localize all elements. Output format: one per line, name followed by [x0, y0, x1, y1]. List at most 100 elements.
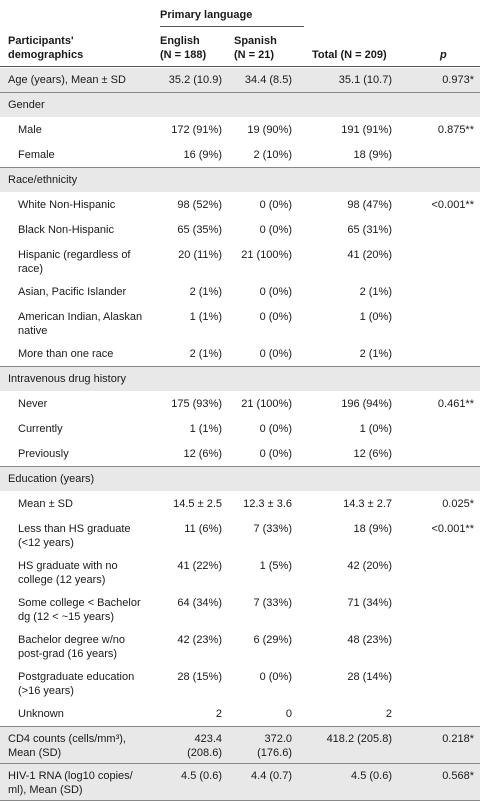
row-label-line: dg (12 < ~15 years): [18, 611, 115, 623]
row-label: Age (years), Mean ± SD: [8, 73, 156, 87]
table-row: CD4 counts (cells/mm³), Mean (SD) 423.4 (2…: [0, 727, 480, 763]
english-value: 1 (1%): [189, 423, 222, 435]
row-label: CD4 counts (cells/mm³), Mean (SD): [8, 732, 156, 760]
english-value: 11 (6%): [184, 523, 222, 535]
total-value: 48 (23%): [347, 634, 392, 646]
spanish-value: 21 (100%): [241, 398, 292, 410]
header-p: p: [440, 49, 447, 61]
group-header-rule: [160, 26, 304, 27]
row-divider: [0, 167, 480, 168]
total-value: 98 (47%): [347, 199, 392, 211]
total-value: 42 (20%): [347, 560, 392, 572]
row-label: Education (years): [8, 472, 156, 486]
header-english: English (N = 188): [160, 34, 206, 62]
row-label: More than one race: [18, 347, 156, 361]
english-value: 41 (22%): [177, 560, 222, 572]
row-label-line: (>16 years): [18, 685, 74, 697]
p-value: 0.973*: [442, 74, 474, 86]
row-label-line: More than one race: [18, 348, 114, 360]
row-label-line: Unknown: [18, 708, 64, 720]
total-value: 2: [385, 708, 392, 720]
total-value: 418.2 (205.8): [326, 733, 392, 745]
total-value: 2 (1%): [359, 286, 392, 298]
table-row: Previously 12 (6%) 0 (0%) 12 (6%): [0, 442, 480, 466]
spanish-value: 0 (0%): [259, 448, 292, 460]
row-label-line: Asian, Pacific Islander: [18, 286, 127, 298]
row-label: Some college < Bachelor dg (12 < ~15 year…: [18, 596, 156, 624]
row-label-line: Some college < Bachelor: [18, 597, 141, 609]
row-label-line: White Non-Hispanic: [18, 199, 116, 211]
row-label-line: race): [18, 263, 44, 275]
total-value: 18 (9%): [353, 523, 392, 535]
total-value: 35.1 (10.7): [338, 74, 392, 86]
table-row: Less than HS graduate (<12 years) 11 (6%) 7…: [0, 517, 480, 553]
spanish-value: 7 (33%): [253, 597, 292, 609]
total-value: 18 (9%): [353, 149, 392, 161]
row-label: Race/ethnicity: [8, 173, 156, 187]
table-row: American Indian, Alaskan native 1 (1%) 0 (0…: [0, 305, 480, 341]
table-row: HS graduate with no college (12 years) 41 …: [0, 554, 480, 590]
row-divider: [0, 466, 480, 467]
spanish-value: 4.4 (0.7): [251, 770, 292, 782]
row-label-line: native: [18, 325, 48, 337]
row-label: Bachelor degree w/no post-grad (16 years): [18, 633, 156, 661]
row-label-line: Intravenous drug history: [8, 373, 127, 385]
row-label-line: HIV-1 RNA (log10 copies/: [8, 770, 133, 782]
row-label: American Indian, Alaskan native: [18, 310, 156, 338]
demographics-table: Primary language Participants' demograph…: [0, 9, 480, 801]
header-total: Total (N = 209): [312, 49, 387, 61]
english-value: 12 (6%): [183, 448, 222, 460]
row-label-line: Less than HS graduate: [18, 523, 131, 535]
spanish-value: 21 (100%): [241, 249, 292, 261]
header-english-line1: English: [160, 35, 200, 47]
spanish-value: 0 (0%): [259, 423, 292, 435]
table-row: Female 16 (9%) 2 (10%) 18 (9%): [0, 143, 480, 167]
english-value: 14.5 ± 2.5: [173, 498, 222, 510]
header-spanish: Spanish (N = 21): [234, 34, 277, 62]
total-value: 12 (6%): [353, 448, 392, 460]
header-bottom-rule: [0, 66, 480, 67]
table-row: Black Non-Hispanic 65 (35%) 0 (0%) 65 (31%): [0, 218, 480, 242]
row-label-line: Bachelor degree w/no: [18, 634, 126, 646]
table-row: Bachelor degree w/no post-grad (16 years)…: [0, 628, 480, 664]
total-value: 196 (94%): [341, 398, 392, 410]
p-value: <0.001**: [431, 523, 474, 535]
table-row: Age (years), Mean ± SD 35.2 (10.9) 34.4 (8…: [0, 68, 480, 92]
row-label: Never: [18, 397, 156, 411]
row-label-line: Mean ± SD: [18, 498, 73, 510]
spanish-value: 372.0 (176.6): [257, 733, 292, 759]
header-demographics: Participants' demographics: [8, 34, 83, 62]
english-value: 28 (15%): [177, 671, 222, 683]
p-value: 0.568*: [442, 770, 474, 782]
row-label-line: college (12 years): [18, 574, 106, 586]
row-label: Black Non-Hispanic: [18, 223, 156, 237]
table-row: HIV-1 RNA (log10 copies/ml), Mean (SD) 4.…: [0, 764, 480, 800]
row-label-line: (<12 years): [18, 537, 74, 549]
row-label-line: Previously: [18, 448, 69, 460]
row-divider: [0, 366, 480, 367]
row-label: Unknown: [18, 707, 156, 721]
group-header-primary-language: Primary language: [160, 9, 253, 21]
english-value: 2: [215, 708, 222, 720]
row-label: Male: [18, 123, 156, 137]
spanish-value: 12.3 ± 3.6: [243, 498, 292, 510]
english-value: 172 (91%): [171, 124, 222, 136]
row-label: Intravenous drug history: [8, 372, 156, 386]
row-label-line: Female: [18, 149, 55, 161]
total-value: 1 (0%): [359, 423, 392, 435]
spanish-value: 34.4 (8.5): [244, 74, 292, 86]
table-row: Asian, Pacific Islander 2 (1%) 0 (0%) 2 (1%…: [0, 280, 480, 304]
row-label-line: HS graduate with no: [18, 560, 118, 572]
row-label: HS graduate with no college (12 years): [18, 559, 156, 587]
row-label-line: post-grad (16 years): [18, 648, 118, 660]
english-value: 35.2 (10.9): [168, 74, 222, 86]
total-value: 4.5 (0.6): [351, 770, 392, 782]
english-value: 2 (1%): [189, 348, 222, 360]
row-label-line: Male: [18, 124, 42, 136]
spanish-value: 0 (0%): [259, 224, 292, 236]
spanish-value: 0 (0%): [259, 199, 292, 211]
row-label: Mean ± SD: [18, 497, 156, 511]
spanish-value: 7 (33%): [253, 523, 292, 535]
table-row: Mean ± SD 14.5 ± 2.5 12.3 ± 3.6 14.3 ± 2.7 0…: [0, 492, 480, 516]
section-row: Intravenous drug history: [0, 367, 480, 391]
